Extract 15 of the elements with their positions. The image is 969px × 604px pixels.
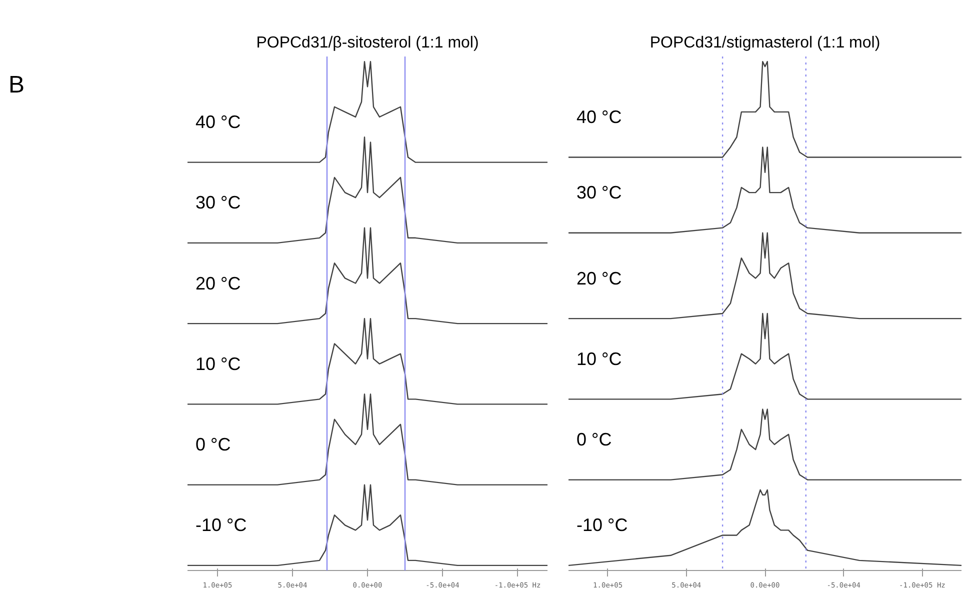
series-label: 30 °C xyxy=(576,182,622,203)
series-label: 40 °C xyxy=(196,112,241,132)
series-label: -10 °C xyxy=(196,515,247,536)
series-label: 0 °C xyxy=(576,430,612,450)
chart-title: POPCd31/stigmasterol (1:1 mol) xyxy=(650,34,880,52)
series-label: -10 °C xyxy=(576,515,628,536)
series-label: 40 °C xyxy=(576,107,622,128)
series-label: 20 °C xyxy=(576,268,622,288)
series-label: 20 °C xyxy=(196,273,241,294)
series-label: 30 °C xyxy=(196,192,241,213)
series-label: 10 °C xyxy=(196,354,241,374)
chart-title: POPCd31/β-sitosterol (1:1 mol) xyxy=(256,34,479,52)
text: B xyxy=(8,71,25,98)
series-label: 0 °C xyxy=(196,434,231,455)
series-label: 10 °C xyxy=(576,348,622,369)
